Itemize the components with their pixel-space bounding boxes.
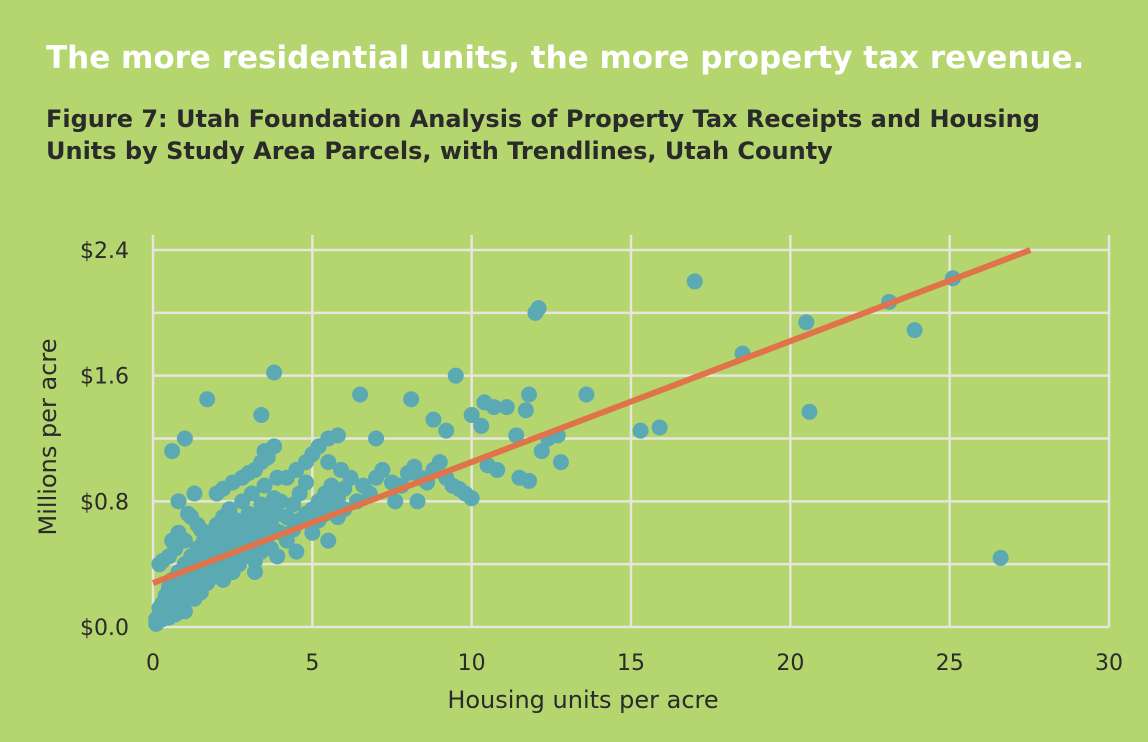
headline: The more residential units, the more pro…	[46, 40, 1085, 76]
data-point	[473, 417, 490, 434]
trendline	[151, 247, 1032, 586]
data-point	[521, 386, 538, 403]
data-point	[530, 300, 547, 317]
x-tick-label: 15	[617, 651, 645, 676]
y-axis-title: Millions per acre	[34, 339, 62, 536]
data-point	[431, 454, 448, 471]
data-point	[368, 430, 385, 447]
data-point	[192, 571, 209, 588]
data-point	[463, 406, 480, 423]
data-point	[288, 543, 305, 560]
data-point	[686, 273, 703, 290]
y-tick-label: $0.0	[80, 616, 129, 641]
data-point	[651, 419, 668, 436]
trendline-group	[151, 247, 1032, 586]
data-point	[256, 477, 273, 494]
data-point	[403, 391, 420, 408]
y-tick-label: $1.6	[80, 365, 129, 390]
data-point	[173, 595, 190, 612]
data-point	[323, 477, 340, 494]
x-axis-title: Housing units per acre	[447, 686, 718, 714]
x-tick-label: 5	[305, 651, 319, 676]
x-tick-label: 30	[1095, 651, 1123, 676]
data-point	[180, 505, 197, 522]
data-point	[329, 427, 346, 444]
data-point	[508, 427, 525, 444]
data-point	[170, 493, 187, 510]
grid-lines	[151, 235, 1111, 629]
data-point	[342, 469, 359, 486]
data-point	[463, 490, 480, 507]
x-tick-label: 10	[458, 651, 486, 676]
data-point	[297, 474, 314, 491]
x-axis-ticks: 0 5 10 15 20 25 30	[146, 651, 1123, 676]
data-point	[425, 411, 442, 428]
data-point	[906, 322, 923, 339]
data-point	[320, 532, 337, 549]
data-point	[272, 493, 289, 510]
data-point	[352, 386, 369, 403]
data-point	[189, 516, 206, 533]
data-point	[167, 540, 184, 557]
data-points	[148, 270, 1009, 632]
data-point	[269, 548, 286, 565]
data-point	[517, 402, 534, 419]
data-point	[578, 386, 595, 403]
x-tick-label: 25	[936, 651, 964, 676]
data-point	[498, 399, 515, 416]
data-point	[221, 556, 238, 573]
data-point	[243, 485, 260, 502]
data-point	[164, 443, 181, 460]
data-point	[186, 485, 203, 502]
y-axis-ticks: $0.0 $0.8 $1.6 $2.4	[80, 239, 129, 641]
data-point	[521, 472, 538, 489]
data-point	[552, 454, 569, 471]
data-point	[199, 391, 216, 408]
data-point	[798, 314, 815, 331]
data-point	[489, 461, 506, 478]
data-point	[632, 422, 649, 439]
data-point	[176, 430, 193, 447]
data-point	[266, 364, 283, 381]
data-point	[387, 493, 404, 510]
data-point	[278, 509, 295, 526]
y-tick-label: $2.4	[80, 239, 129, 264]
data-point	[266, 438, 283, 455]
data-point	[409, 493, 426, 510]
data-point	[304, 524, 321, 541]
data-point	[992, 549, 1009, 566]
data-point	[447, 367, 464, 384]
x-tick-label: 20	[776, 651, 804, 676]
data-point	[485, 399, 502, 416]
x-tick-label: 0	[146, 651, 160, 676]
data-point	[253, 406, 270, 423]
data-point	[801, 403, 818, 420]
data-point	[438, 422, 455, 439]
data-point	[320, 454, 337, 471]
figure-title: Figure 7: Utah Foundation Analysis of Pr…	[46, 105, 1040, 165]
y-tick-label: $0.8	[80, 490, 129, 515]
data-point	[151, 556, 168, 573]
data-point	[246, 564, 263, 581]
data-point	[533, 443, 550, 460]
data-point	[374, 461, 391, 478]
